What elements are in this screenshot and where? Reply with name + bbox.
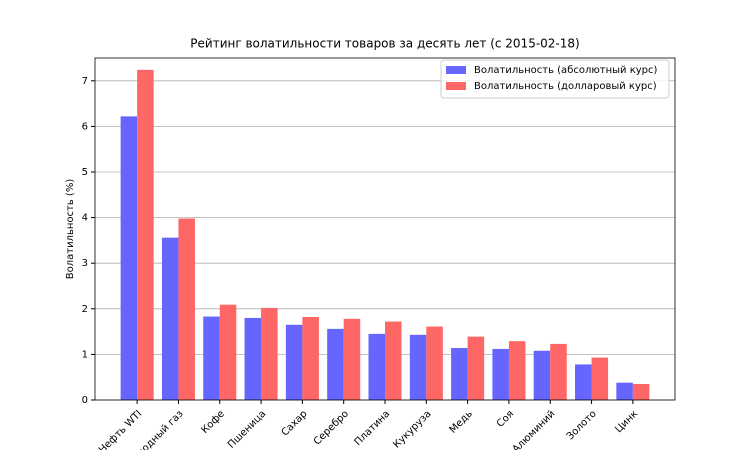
y-axis-label: Волатильность (%) xyxy=(65,179,76,280)
bar xyxy=(508,341,526,400)
y-tick-label: 5 xyxy=(82,167,88,178)
bar xyxy=(467,336,485,400)
y-tick-label: 0 xyxy=(82,395,88,406)
bar xyxy=(120,116,138,401)
bar xyxy=(616,382,633,400)
bar xyxy=(632,384,650,400)
bar xyxy=(575,364,592,400)
bar xyxy=(137,69,154,400)
bar xyxy=(219,304,237,400)
bar xyxy=(368,333,385,400)
bar xyxy=(385,321,402,400)
bar xyxy=(451,348,468,400)
y-tick-label: 3 xyxy=(82,258,88,269)
y-tick-label: 4 xyxy=(82,213,88,224)
legend-box xyxy=(440,59,670,99)
bar xyxy=(409,334,427,400)
y-tick-label: 1 xyxy=(82,349,88,360)
bar xyxy=(178,218,195,400)
legend-label: Волатильность (долларовый курс) xyxy=(474,81,657,92)
legend-label: Волатильность (абсолютный курс) xyxy=(474,65,658,76)
bar xyxy=(492,348,509,400)
bar xyxy=(161,237,179,400)
y-tick-label: 7 xyxy=(82,76,88,87)
y-tick-label: 2 xyxy=(82,304,88,315)
bar xyxy=(591,357,609,400)
legend-swatch xyxy=(446,66,466,74)
bar xyxy=(203,316,220,400)
legend-swatch xyxy=(446,82,466,90)
bar xyxy=(261,307,278,400)
y-tick-label: 6 xyxy=(82,121,88,132)
bar xyxy=(550,343,567,400)
bar xyxy=(327,328,344,400)
bar xyxy=(302,317,319,400)
bar xyxy=(285,324,303,400)
bar xyxy=(426,326,443,400)
chart-title: Рейтинг волатильности товаров за десять … xyxy=(190,37,579,51)
axes-frame xyxy=(94,57,676,401)
bar xyxy=(244,317,262,400)
bar xyxy=(343,318,361,400)
bar xyxy=(533,350,551,400)
